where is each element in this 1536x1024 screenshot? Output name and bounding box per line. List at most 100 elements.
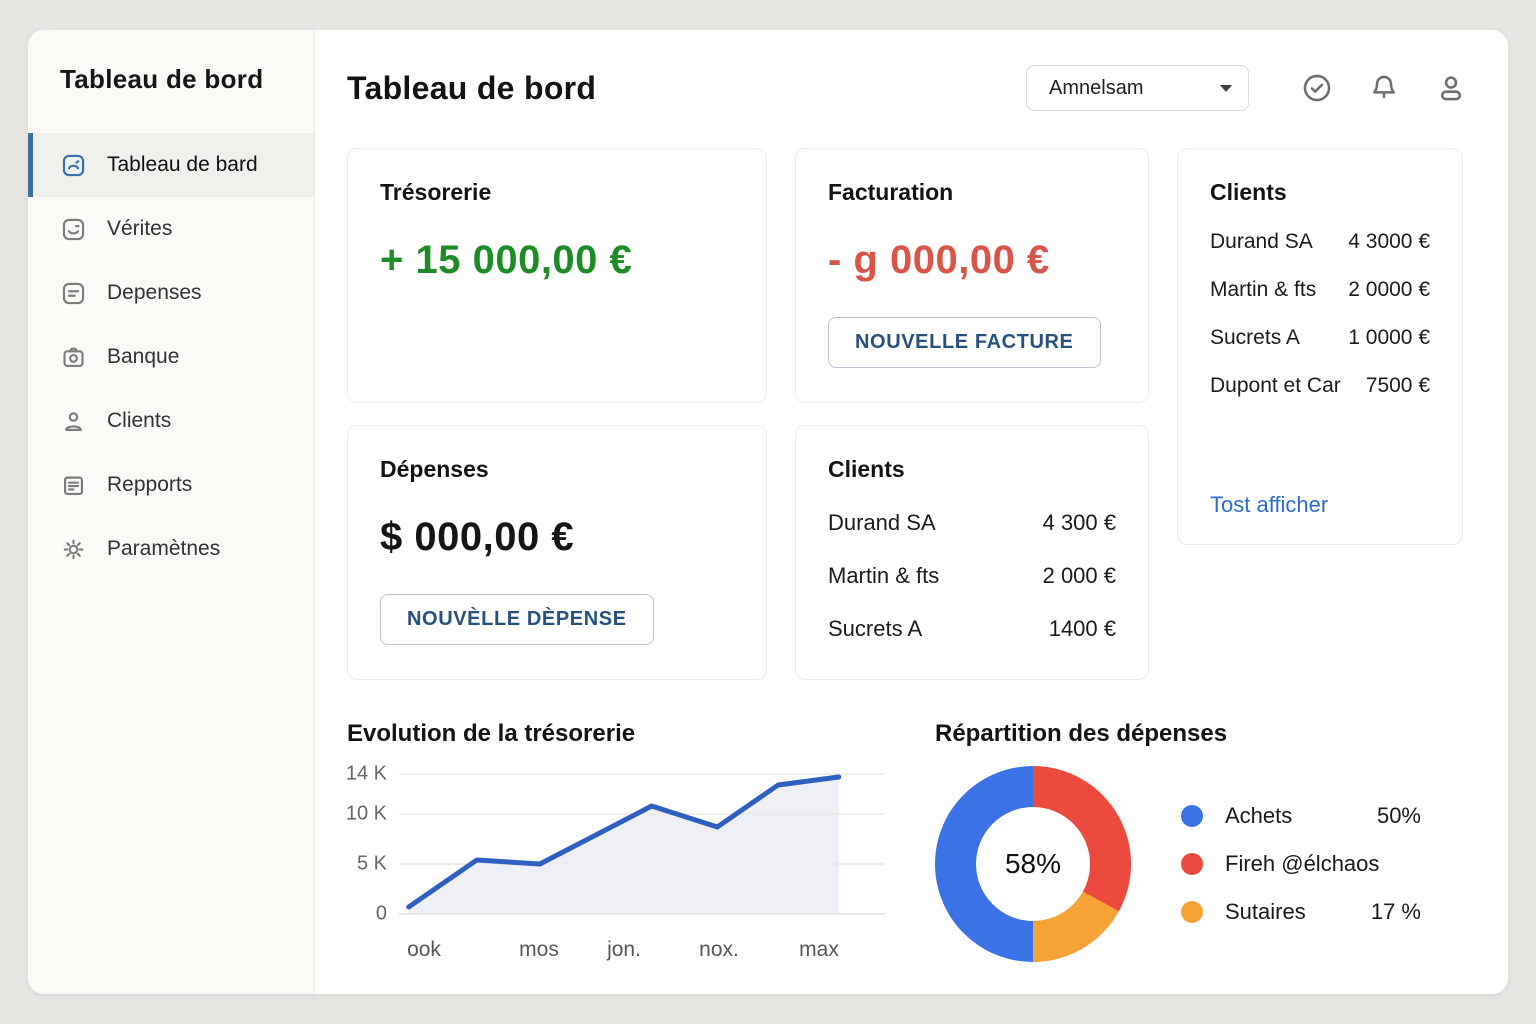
card-facturation: Facturation - g 000,00 € NOUVELLE FACTUR… bbox=[795, 148, 1149, 403]
clients-icon bbox=[60, 408, 87, 435]
legend-item: Fireh @élchaos bbox=[1181, 851, 1421, 877]
line-chart: 14 K 10 K 5 K 0 bbox=[345, 762, 899, 926]
card-title: Clients bbox=[1210, 179, 1287, 205]
x-tick-label: jon. bbox=[607, 938, 641, 961]
bank-icon bbox=[60, 344, 87, 371]
client-row: Dupont et Car 7500 € bbox=[1210, 374, 1430, 398]
card-title: Clients bbox=[828, 456, 905, 482]
donut-chart-row: 58% Achets 50% Fireh @élchaos bbox=[935, 766, 1421, 962]
legend-dot-red bbox=[1181, 853, 1203, 875]
sidebar-nav: Tableau de bard Vérites bbox=[28, 133, 314, 581]
summary-cards: Trésorerie + 15 000,00 € Facturation - g… bbox=[347, 148, 1468, 680]
client-name: Dupont et Car bbox=[1210, 374, 1341, 397]
card-title: Dépenses bbox=[380, 456, 489, 482]
company-select-value: Amnelsam bbox=[1049, 76, 1144, 99]
legend-item: Sutaires 17 % bbox=[1181, 899, 1421, 925]
y-tick-label: 0 bbox=[375, 902, 387, 925]
sidebar-item-repports[interactable]: Repports bbox=[28, 453, 314, 517]
legend-label: Achets bbox=[1225, 803, 1293, 828]
line-chart-y-axis: 14 K 10 K 5 K 0 bbox=[345, 762, 399, 926]
donut-center-label: 58% bbox=[976, 807, 1090, 921]
client-row: Durand SA 4 300 € bbox=[828, 510, 1116, 536]
card-depenses: Dépenses $ 000,00 € NOUVÈLLE DÈPENSE bbox=[347, 425, 767, 680]
client-row: Martin & fts 2 000 € bbox=[828, 563, 1116, 589]
sidebar-item-label: Paramètnes bbox=[107, 537, 221, 560]
client-amount: 1400 € bbox=[1048, 616, 1116, 641]
client-amount: 4 300 € bbox=[1042, 510, 1116, 535]
donut-chart-block: Répartition des dépenses 58% Achets 50% bbox=[935, 720, 1421, 968]
show-all-link[interactable]: Tost afficher bbox=[1210, 492, 1329, 517]
line-chart-block: Evolution de la trésorerie 14 K 10 K 5 K… bbox=[345, 720, 899, 968]
client-name: Durand SA bbox=[1210, 230, 1313, 253]
sidebar-item-tableau-de-bord[interactable]: Tableau de bard bbox=[28, 133, 314, 197]
x-tick-label: ook bbox=[407, 938, 441, 961]
tresorerie-amount: + 15 000,00 € bbox=[380, 238, 633, 282]
facturation-amount: - g 000,00 € bbox=[828, 238, 1050, 282]
settings-icon bbox=[60, 536, 87, 563]
client-amount: 1 0000 € bbox=[1348, 326, 1430, 349]
user-icon[interactable] bbox=[1434, 71, 1468, 105]
sidebar: Tableau de bord Tableau de bard bbox=[28, 30, 315, 994]
line-chart-svg bbox=[399, 773, 885, 915]
sidebar-item-label: Banque bbox=[107, 345, 180, 368]
sidebar-item-label: Clients bbox=[107, 409, 172, 432]
sidebar-item-label: Vérites bbox=[107, 217, 173, 240]
client-amount: 4 3000 € bbox=[1348, 230, 1430, 253]
sidebar-item-depenses[interactable]: Depenses bbox=[28, 261, 314, 325]
client-row: Sucrets A 1 0000 € bbox=[1210, 326, 1430, 350]
line-chart-title: Evolution de la trésorerie bbox=[347, 720, 636, 747]
client-amount: 2 0000 € bbox=[1348, 278, 1430, 301]
client-row: Durand SA 4 3000 € bbox=[1210, 230, 1430, 254]
depenses-amount: $ 000,00 € bbox=[380, 515, 575, 559]
card-tresorerie: Trésorerie + 15 000,00 € bbox=[347, 148, 767, 403]
x-tick-label: max bbox=[799, 938, 839, 961]
legend-dot-orange bbox=[1181, 901, 1203, 923]
y-tick-label: 5 K bbox=[356, 852, 387, 875]
check-circle-icon[interactable] bbox=[1300, 71, 1334, 105]
client-name: Martin & fts bbox=[1210, 278, 1317, 301]
card-title: Facturation bbox=[828, 179, 954, 205]
sidebar-item-label: Depenses bbox=[107, 281, 202, 304]
bell-icon[interactable] bbox=[1367, 71, 1401, 105]
nouvelle-facture-button[interactable]: NOUVELLE FACTURE bbox=[828, 317, 1101, 368]
client-row: Sucrets A 1400 € bbox=[828, 616, 1116, 642]
client-name: Sucrets A bbox=[828, 616, 923, 641]
sidebar-title: Tableau de bord bbox=[60, 64, 264, 94]
sidebar-item-clients[interactable]: Clients bbox=[28, 389, 314, 453]
legend-label: Sutaires bbox=[1225, 899, 1306, 924]
client-amount: 2 000 € bbox=[1042, 563, 1116, 588]
charts-section: Evolution de la trésorerie 14 K 10 K 5 K… bbox=[345, 720, 1468, 968]
y-tick-label: 10 K bbox=[345, 802, 387, 825]
card-clients-summary: Clients Durand SA 4 300 € Martin & fts 2… bbox=[795, 425, 1149, 680]
chevron-down-icon bbox=[1220, 84, 1232, 92]
donut-chart-title: Répartition des dépenses bbox=[935, 720, 1228, 747]
client-name: Martin & fts bbox=[828, 563, 940, 588]
company-select[interactable]: Amnelsam bbox=[1026, 65, 1249, 111]
sidebar-item-verites[interactable]: Vérites bbox=[28, 197, 314, 261]
sidebar-item-label: Tableau de bard bbox=[107, 153, 258, 176]
invoices-icon bbox=[60, 216, 87, 243]
page-title: Tableau de bord bbox=[347, 69, 597, 106]
legend-dot-blue bbox=[1181, 805, 1203, 827]
card-clients-panel: Clients Durand SA 4 3000 € Martin & fts … bbox=[1177, 148, 1463, 545]
main-content: Tableau de bord Amnelsam bbox=[315, 30, 1508, 994]
sidebar-item-label: Repports bbox=[107, 473, 193, 496]
client-name: Durand SA bbox=[828, 510, 936, 535]
app-window: Tableau de bord Tableau de bard bbox=[28, 30, 1508, 994]
line-chart-x-axis: ook mos jon. nox. max bbox=[399, 926, 899, 968]
client-name: Sucrets A bbox=[1210, 326, 1300, 349]
reports-icon bbox=[60, 472, 87, 499]
client-row: Martin & fts 2 0000 € bbox=[1210, 278, 1430, 302]
y-tick-label: 14 K bbox=[345, 762, 387, 785]
sidebar-item-parametres[interactable]: Paramètnes bbox=[28, 517, 314, 581]
sidebar-item-banque[interactable]: Banque bbox=[28, 325, 314, 389]
legend-value: 17 % bbox=[1370, 899, 1421, 924]
donut-chart: 58% bbox=[935, 766, 1131, 962]
nouvelle-depense-button[interactable]: NOUVÈLLE DÈPENSE bbox=[380, 594, 654, 645]
header: Tableau de bord Amnelsam bbox=[347, 56, 1468, 120]
dashboard-icon bbox=[60, 152, 87, 179]
card-title: Trésorerie bbox=[380, 179, 492, 205]
legend-label: Fireh @élchaos bbox=[1225, 851, 1380, 876]
donut-legend: Achets 50% Fireh @élchaos Sutaires 17 % bbox=[1181, 781, 1421, 947]
legend-value: 50% bbox=[1376, 803, 1421, 828]
